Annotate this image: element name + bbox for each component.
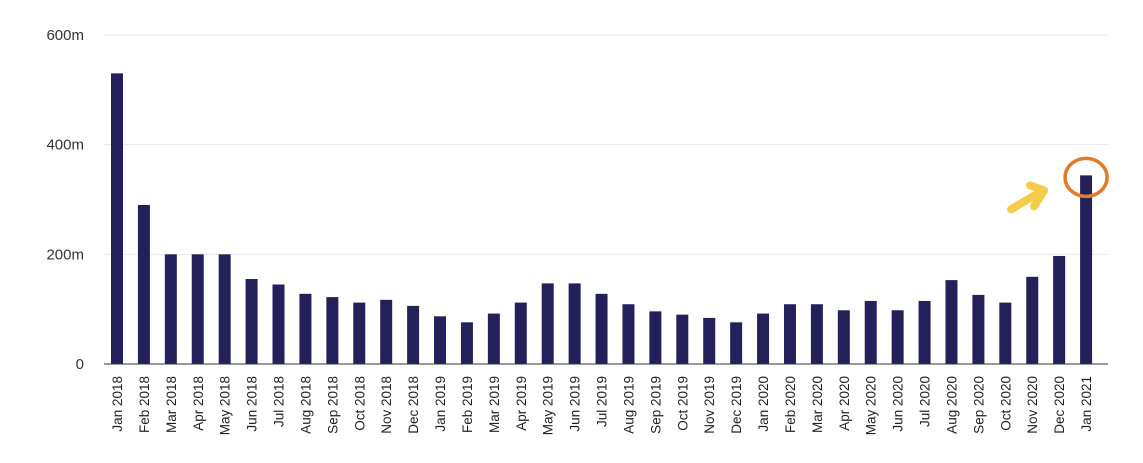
x-tick-label: Jul 2019 bbox=[595, 376, 610, 427]
x-tick-label: Jan 2020 bbox=[756, 376, 771, 432]
bar bbox=[918, 300, 931, 364]
bar bbox=[164, 254, 177, 364]
bar bbox=[191, 254, 204, 364]
x-tick-label: Feb 2018 bbox=[137, 376, 152, 433]
bar bbox=[676, 314, 689, 364]
bar bbox=[460, 322, 473, 364]
highlight-circle bbox=[1063, 156, 1109, 199]
x-tick-label: Jul 2020 bbox=[918, 376, 933, 427]
highlight-arrow bbox=[1007, 181, 1049, 214]
bar bbox=[757, 313, 770, 364]
x-tick-label: Nov 2018 bbox=[379, 376, 394, 434]
x-tick-label: May 2018 bbox=[218, 376, 233, 435]
bar bbox=[245, 279, 258, 364]
x-tick-label: Apr 2020 bbox=[837, 376, 852, 431]
bar bbox=[622, 304, 635, 364]
bar bbox=[891, 310, 904, 364]
x-tick-label: Jan 2021 bbox=[1079, 376, 1094, 432]
bar bbox=[972, 294, 985, 364]
x-tick-label: Oct 2019 bbox=[675, 376, 690, 431]
bar bbox=[864, 300, 877, 364]
bar bbox=[595, 293, 608, 364]
y-tick-label: 400m bbox=[46, 137, 84, 154]
bar bbox=[434, 316, 447, 364]
x-tick-label: Sep 2019 bbox=[648, 376, 663, 434]
bar bbox=[945, 280, 958, 364]
x-tick-label: Mar 2019 bbox=[487, 376, 502, 433]
x-tick-label: Jun 2020 bbox=[891, 376, 906, 432]
bar bbox=[326, 297, 339, 364]
x-tick-label: Sep 2018 bbox=[325, 376, 340, 434]
x-tick-label: Aug 2019 bbox=[621, 376, 636, 434]
bar bbox=[810, 304, 823, 364]
bar bbox=[649, 311, 662, 364]
x-tick-label: Sep 2020 bbox=[971, 376, 986, 434]
bar bbox=[407, 305, 420, 364]
x-tick-label: Nov 2020 bbox=[1025, 376, 1040, 434]
x-tick-label: Oct 2018 bbox=[352, 376, 367, 431]
bar bbox=[137, 204, 150, 364]
y-axis-ticks: 0 200m 400m 600m bbox=[46, 27, 84, 373]
bar bbox=[111, 73, 123, 364]
bar bbox=[1053, 255, 1066, 364]
annotations bbox=[1007, 156, 1109, 214]
x-tick-label: Oct 2020 bbox=[998, 376, 1013, 431]
y-tick-label: 0 bbox=[76, 356, 84, 373]
bar bbox=[380, 299, 393, 364]
x-tick-label: Feb 2020 bbox=[783, 376, 798, 433]
x-tick-label: Nov 2019 bbox=[702, 376, 717, 434]
x-tick-label: Jun 2019 bbox=[568, 376, 583, 432]
bar bbox=[999, 302, 1012, 364]
x-tick-label: Apr 2019 bbox=[514, 376, 529, 431]
bar bbox=[299, 293, 312, 364]
x-tick-label: Jan 2019 bbox=[433, 376, 448, 432]
x-tick-label: Jul 2018 bbox=[272, 376, 287, 427]
bar bbox=[218, 254, 231, 364]
x-tick-label: Dec 2018 bbox=[406, 376, 421, 434]
bar bbox=[541, 283, 554, 364]
x-tick-label: Dec 2020 bbox=[1052, 376, 1067, 434]
bar bbox=[568, 283, 581, 364]
bar bbox=[783, 304, 796, 364]
x-tick-label: Aug 2020 bbox=[944, 376, 959, 434]
x-tick-label: Apr 2018 bbox=[191, 376, 206, 431]
gridlines bbox=[104, 34, 1108, 255]
x-tick-label: May 2019 bbox=[541, 376, 556, 435]
bar bbox=[487, 313, 500, 364]
bar bbox=[272, 284, 285, 364]
bar bbox=[730, 322, 743, 364]
bar bbox=[1080, 175, 1093, 364]
x-tick-label: Feb 2019 bbox=[460, 376, 475, 433]
x-tick-label: Dec 2019 bbox=[729, 376, 744, 434]
bar bbox=[837, 310, 850, 364]
bars bbox=[111, 73, 1093, 364]
x-tick-label: Aug 2018 bbox=[298, 376, 313, 434]
x-tick-label: Jan 2018 bbox=[110, 376, 125, 432]
x-tick-label: May 2020 bbox=[864, 376, 879, 435]
bar bbox=[1026, 276, 1039, 364]
bar bbox=[353, 302, 366, 364]
y-tick-label: 600m bbox=[46, 27, 84, 44]
bar bbox=[514, 302, 527, 364]
x-tick-label: Jun 2018 bbox=[245, 376, 260, 432]
x-tick-label: Mar 2020 bbox=[810, 376, 825, 433]
x-axis-ticks: Jan 2018 Feb 2018 Mar 2018 Apr 2018 May 2018… bbox=[110, 376, 1094, 435]
bar bbox=[703, 317, 716, 364]
x-tick-label: Mar 2018 bbox=[164, 376, 179, 433]
y-tick-label: 200m bbox=[46, 246, 84, 263]
